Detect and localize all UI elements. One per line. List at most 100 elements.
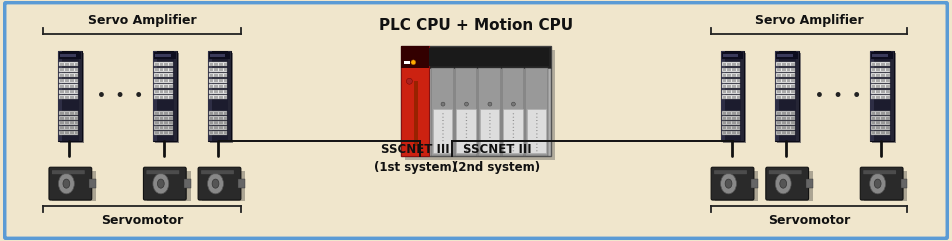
Bar: [208, 116, 228, 120]
Bar: [160, 90, 164, 93]
Bar: [871, 111, 889, 115]
Bar: [870, 51, 894, 141]
Bar: [60, 54, 85, 143]
Bar: [58, 51, 63, 141]
Bar: [777, 79, 781, 82]
Ellipse shape: [536, 144, 538, 145]
Bar: [737, 96, 741, 99]
Bar: [777, 85, 781, 88]
Bar: [58, 51, 82, 141]
Bar: [69, 131, 73, 134]
Bar: [69, 85, 73, 88]
Text: PLC CPU + Motion CPU: PLC CPU + Motion CPU: [379, 18, 573, 33]
Bar: [224, 68, 228, 71]
Bar: [871, 131, 889, 135]
Bar: [872, 63, 876, 66]
Bar: [59, 126, 78, 130]
Ellipse shape: [874, 179, 881, 188]
Bar: [74, 85, 78, 88]
Bar: [777, 116, 781, 120]
Bar: [722, 95, 741, 99]
Bar: [160, 112, 164, 114]
Bar: [776, 62, 795, 66]
Bar: [882, 116, 884, 120]
Bar: [169, 127, 172, 129]
Bar: [732, 90, 736, 93]
Bar: [214, 131, 218, 134]
FancyBboxPatch shape: [147, 170, 179, 174]
Bar: [456, 109, 476, 153]
Bar: [219, 90, 223, 93]
Bar: [165, 96, 169, 99]
Bar: [872, 54, 887, 57]
Bar: [732, 63, 736, 66]
Ellipse shape: [208, 174, 224, 194]
Bar: [60, 74, 64, 77]
Ellipse shape: [511, 102, 515, 106]
Bar: [872, 116, 876, 120]
Ellipse shape: [489, 147, 490, 148]
Bar: [877, 68, 881, 71]
Ellipse shape: [512, 147, 514, 148]
Bar: [208, 79, 228, 83]
Ellipse shape: [466, 120, 467, 121]
Bar: [209, 74, 213, 77]
Bar: [886, 131, 889, 134]
Bar: [742, 51, 744, 141]
Bar: [214, 85, 218, 88]
Bar: [202, 171, 246, 201]
Bar: [60, 85, 64, 88]
Bar: [777, 121, 781, 125]
Bar: [214, 127, 218, 129]
Bar: [224, 90, 228, 93]
Ellipse shape: [466, 123, 467, 124]
Bar: [776, 116, 795, 120]
Bar: [184, 179, 190, 188]
Bar: [69, 116, 73, 120]
Bar: [786, 116, 790, 120]
Bar: [776, 68, 795, 72]
Bar: [155, 127, 159, 129]
Bar: [886, 112, 889, 114]
Bar: [74, 131, 78, 134]
Bar: [59, 116, 78, 120]
Ellipse shape: [443, 113, 444, 114]
Bar: [737, 85, 741, 88]
Bar: [882, 63, 884, 66]
Bar: [59, 90, 78, 94]
Bar: [722, 131, 741, 135]
Ellipse shape: [443, 140, 444, 141]
Bar: [882, 85, 884, 88]
Bar: [60, 79, 64, 82]
Bar: [214, 68, 218, 71]
Bar: [79, 51, 82, 141]
Bar: [155, 116, 159, 120]
Bar: [782, 96, 785, 99]
Bar: [786, 127, 790, 129]
Bar: [732, 96, 736, 99]
Ellipse shape: [775, 174, 791, 194]
Bar: [155, 131, 159, 134]
Bar: [65, 116, 69, 120]
Ellipse shape: [157, 179, 165, 188]
Text: Servo Amplifier: Servo Amplifier: [88, 13, 196, 27]
Bar: [776, 90, 795, 94]
Bar: [877, 63, 881, 66]
Bar: [169, 90, 172, 93]
Ellipse shape: [443, 130, 444, 131]
Bar: [777, 68, 781, 71]
FancyBboxPatch shape: [861, 167, 903, 200]
Bar: [751, 179, 759, 188]
Bar: [154, 79, 172, 83]
Ellipse shape: [489, 144, 490, 145]
Bar: [160, 127, 164, 129]
Bar: [74, 90, 78, 93]
Bar: [737, 116, 741, 120]
Bar: [169, 63, 172, 66]
Bar: [886, 96, 889, 99]
Bar: [160, 116, 164, 120]
Bar: [478, 68, 501, 156]
Bar: [160, 121, 164, 125]
Bar: [208, 90, 228, 94]
Bar: [60, 96, 64, 99]
